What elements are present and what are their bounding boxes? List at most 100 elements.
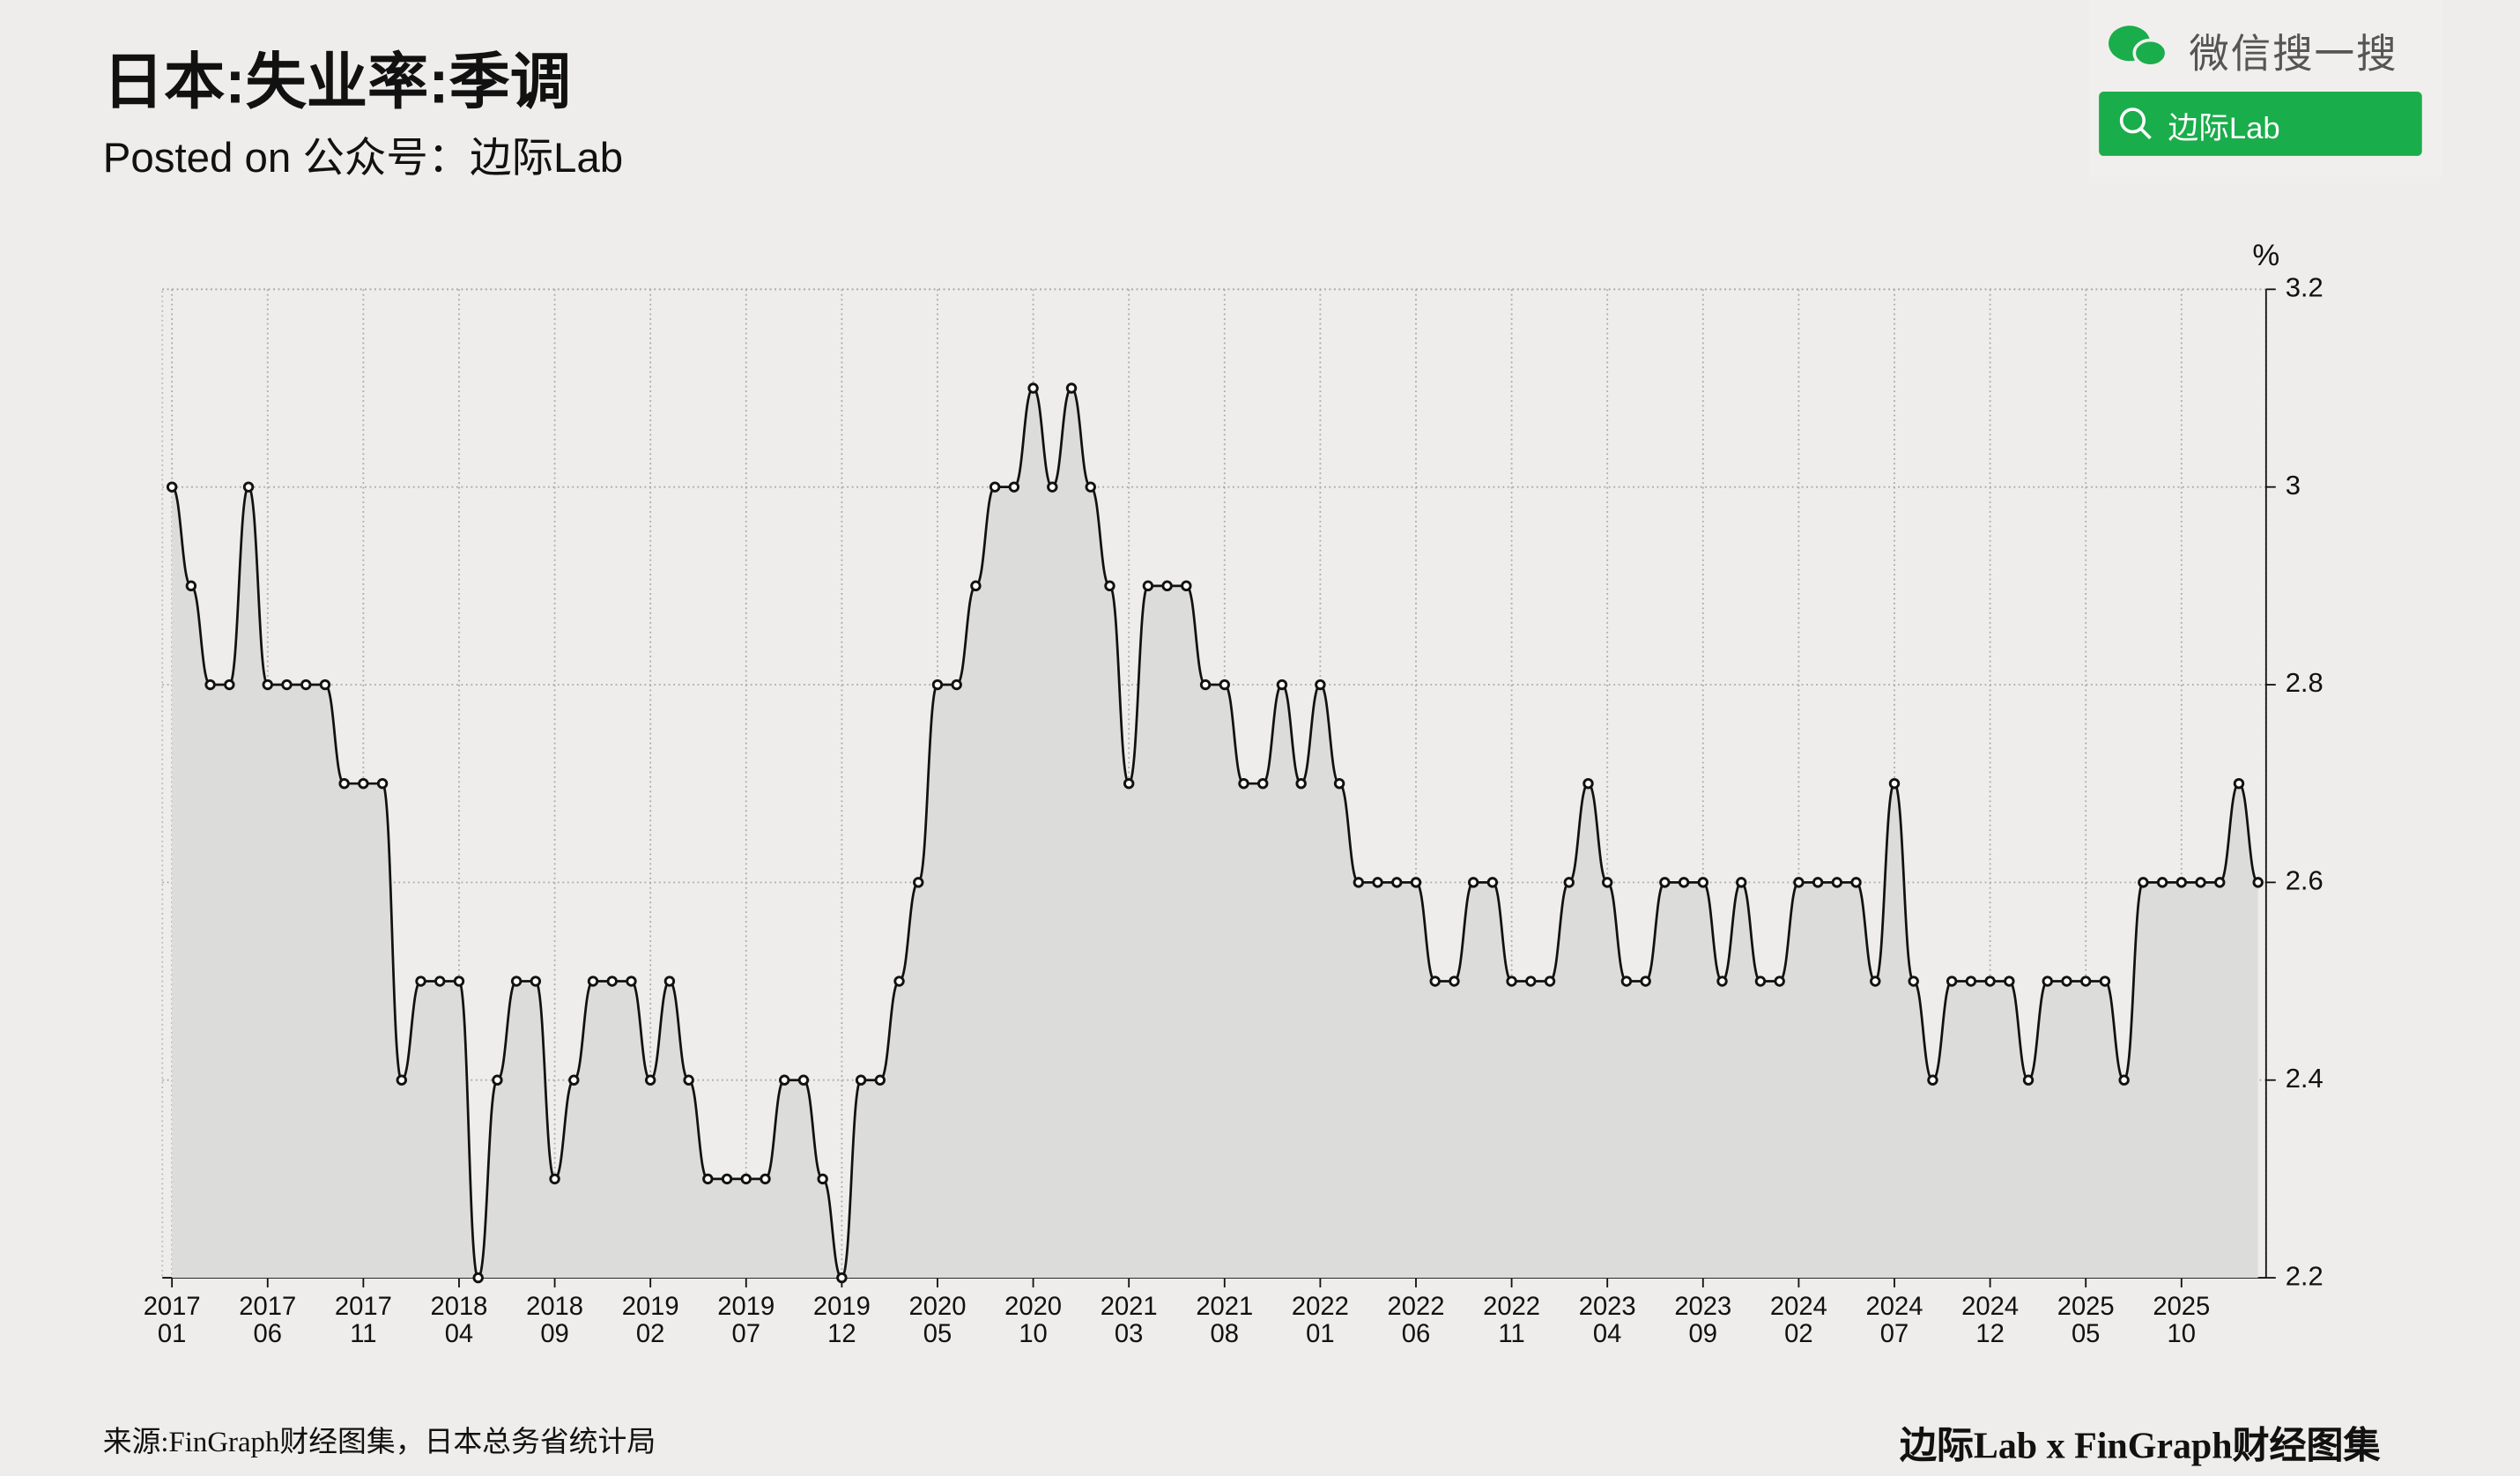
y-tick-label: 3.2 xyxy=(2286,272,2324,303)
point xyxy=(1047,481,1058,493)
x-tick-label: 2021 08 xyxy=(1196,1294,1254,1349)
point xyxy=(1870,975,1881,987)
point xyxy=(2252,877,2264,888)
point xyxy=(893,975,905,987)
point xyxy=(1391,877,1403,888)
point xyxy=(2138,877,2149,888)
point xyxy=(2080,975,2092,987)
point xyxy=(1927,1074,1938,1086)
point xyxy=(1467,877,1479,888)
point xyxy=(166,481,178,493)
point xyxy=(1429,975,1441,987)
point xyxy=(989,481,1001,493)
point xyxy=(970,580,982,592)
x-tick-label: 2017 11 xyxy=(334,1294,392,1349)
x-tick-label: 2022 06 xyxy=(1387,1294,1445,1349)
x-tick-label: 2024 12 xyxy=(1961,1294,2020,1349)
x-tick-label: 2025 10 xyxy=(2153,1294,2211,1349)
point xyxy=(1506,975,1517,987)
point xyxy=(2214,877,2226,888)
point xyxy=(376,777,389,790)
point xyxy=(2042,975,2053,987)
point xyxy=(1582,777,1594,790)
point xyxy=(1716,975,1728,987)
point xyxy=(1315,679,1326,691)
x-tick-label: 2019 07 xyxy=(717,1294,775,1349)
point xyxy=(1525,975,1537,987)
y-tick-label: 3 xyxy=(2286,470,2301,501)
point xyxy=(434,975,446,987)
point xyxy=(1410,877,1422,888)
brand: 边际Lab x FinGraph财经图集 xyxy=(1899,1425,2381,1466)
point xyxy=(721,1173,733,1185)
x-tick-label: 2021 03 xyxy=(1100,1294,1158,1349)
point xyxy=(1276,679,1288,691)
wechat-icon xyxy=(2109,26,2168,68)
area xyxy=(172,388,2258,1279)
point xyxy=(1065,382,1078,394)
point xyxy=(951,679,962,691)
point xyxy=(779,1074,790,1086)
point xyxy=(358,777,369,790)
point xyxy=(1601,877,1613,888)
point xyxy=(663,975,676,987)
x-tick-label: 2020 10 xyxy=(1004,1294,1063,1349)
point xyxy=(683,1074,694,1086)
point xyxy=(2118,1074,2130,1086)
y-tick-label: 2.4 xyxy=(2286,1063,2324,1094)
point xyxy=(1104,580,1115,592)
point xyxy=(2061,975,2072,987)
x-tick-label: 2025 05 xyxy=(2057,1294,2115,1349)
point xyxy=(1697,877,1709,888)
point xyxy=(797,1074,810,1086)
point xyxy=(1181,580,1192,592)
point xyxy=(1161,580,1173,592)
point xyxy=(453,975,465,987)
point xyxy=(472,1272,484,1284)
point xyxy=(1850,877,1862,888)
x-tick-label: 2023 09 xyxy=(1674,1294,1732,1349)
point xyxy=(931,679,944,691)
search-button[interactable] xyxy=(2099,91,2422,156)
title: 日本:失业率:季调 xyxy=(102,49,572,118)
point xyxy=(1812,877,1824,888)
point xyxy=(855,1074,867,1086)
point xyxy=(1449,975,1460,987)
point xyxy=(1238,777,1249,790)
point xyxy=(1640,975,1651,987)
point xyxy=(760,1173,771,1185)
point xyxy=(2099,975,2111,987)
point xyxy=(1027,382,1039,394)
point xyxy=(1908,975,1919,987)
point xyxy=(415,975,426,987)
point xyxy=(1486,877,1499,888)
point xyxy=(319,679,331,691)
point xyxy=(1372,877,1383,888)
y-tick-label: 2.6 xyxy=(2286,865,2324,896)
x-tick-label: 2018 04 xyxy=(430,1294,488,1349)
x-tick-label: 2022 01 xyxy=(1291,1294,1349,1349)
x-tick-label: 2017 01 xyxy=(143,1294,201,1349)
point xyxy=(644,1074,656,1086)
point xyxy=(1563,877,1575,888)
point xyxy=(874,1074,886,1086)
search-text: 边际Lab xyxy=(2168,112,2280,146)
point xyxy=(1754,975,1767,987)
point xyxy=(1793,877,1805,888)
x-tick-label: 2024 07 xyxy=(1865,1294,1923,1349)
point xyxy=(1544,975,1556,987)
point xyxy=(2175,877,2188,888)
point xyxy=(1219,679,1230,691)
point xyxy=(606,975,618,987)
point xyxy=(1946,975,1958,987)
x-tick-label: 2017 06 xyxy=(239,1294,297,1349)
point xyxy=(549,1173,560,1185)
point xyxy=(836,1272,848,1284)
point xyxy=(510,975,523,987)
y-tick-label: 2.8 xyxy=(2286,667,2324,698)
point xyxy=(626,975,637,987)
x-tick-label: 2024 02 xyxy=(1769,1294,1827,1349)
